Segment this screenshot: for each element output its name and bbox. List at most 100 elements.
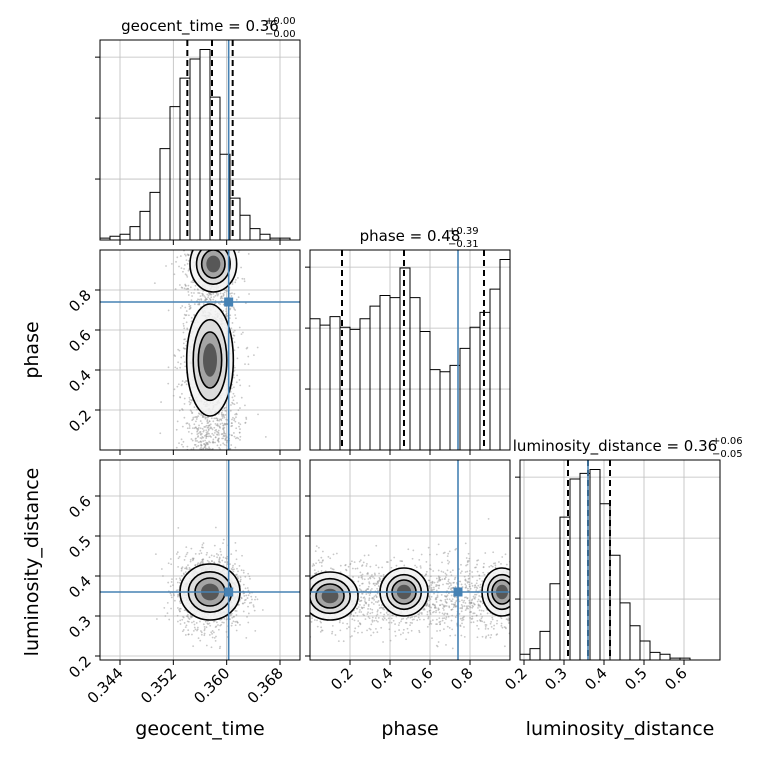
sample-point	[207, 442, 209, 444]
sample-point	[185, 288, 188, 291]
sample-point	[209, 624, 212, 627]
sample-point	[210, 417, 213, 420]
sample-point	[198, 424, 200, 427]
sample-point	[429, 609, 432, 612]
sample-point	[202, 430, 205, 433]
sample-point	[207, 426, 210, 429]
sample-point	[428, 604, 431, 607]
sample-point	[212, 438, 215, 441]
sample-point	[496, 619, 499, 622]
sample-point	[469, 616, 471, 619]
sample-point	[239, 578, 242, 581]
tick-label-y: 0.8	[65, 286, 95, 316]
sample-point	[360, 611, 363, 613]
sample-point	[212, 298, 215, 301]
sample-point	[454, 585, 457, 588]
sample-point	[221, 422, 224, 425]
sample-point	[234, 624, 237, 627]
sample-point	[435, 607, 437, 609]
sample-point	[179, 610, 181, 613]
sample-point	[370, 601, 373, 604]
sample-point	[184, 253, 186, 256]
sample-point	[208, 446, 210, 449]
sample-point	[332, 553, 335, 556]
sample-point	[222, 429, 225, 432]
sample-point	[411, 622, 413, 624]
sample-point	[193, 303, 196, 306]
sample-point	[366, 563, 368, 565]
sample-point	[179, 579, 182, 582]
sample-point	[360, 576, 363, 579]
sample-point	[464, 542, 467, 545]
sample-point	[429, 564, 432, 567]
hist-bar	[229, 197, 241, 240]
sample-point	[450, 600, 452, 602]
sample-point	[339, 564, 342, 567]
sample-point	[207, 443, 209, 446]
tick-label-y: 0.3	[65, 612, 95, 642]
sample-point	[209, 423, 212, 426]
sample-point	[160, 568, 163, 570]
sample-point	[196, 408, 198, 411]
density-layer	[154, 526, 264, 650]
sample-point	[248, 602, 251, 604]
sample-point	[236, 374, 239, 377]
density-layer	[310, 517, 510, 650]
sample-point	[237, 422, 240, 424]
sample-point	[235, 610, 238, 612]
sample-point	[366, 588, 369, 590]
sample-point	[436, 595, 439, 598]
sample-point	[240, 266, 242, 269]
sample-point	[500, 624, 503, 627]
sample-point	[192, 629, 195, 632]
sample-point	[468, 605, 471, 608]
sample-point	[159, 432, 162, 435]
sample-point	[320, 556, 323, 559]
sample-point	[362, 561, 365, 564]
sample-point	[184, 284, 187, 287]
sample-point	[198, 553, 201, 555]
sample-point	[173, 594, 175, 597]
sample-point	[375, 595, 378, 598]
sample-point	[376, 610, 379, 613]
sample-point	[466, 561, 469, 563]
sample-point	[320, 561, 323, 564]
sample-point	[175, 446, 178, 449]
sample-point	[371, 608, 374, 611]
sample-point	[442, 552, 445, 555]
sample-point	[208, 634, 211, 636]
sample-point	[463, 599, 466, 602]
sample-point	[369, 592, 372, 595]
hist-bar	[489, 288, 501, 450]
sample-point	[476, 570, 479, 573]
sample-point	[467, 552, 470, 555]
sample-point	[442, 605, 445, 608]
sample-point	[197, 441, 200, 444]
sample-point	[240, 569, 243, 572]
sample-point	[461, 619, 463, 622]
sample-point	[231, 566, 234, 569]
sample-point	[429, 613, 432, 615]
sample-point	[455, 600, 458, 603]
sample-point	[507, 619, 510, 622]
sample-point	[198, 431, 201, 434]
sample-point	[182, 629, 185, 631]
sample-point	[435, 577, 438, 580]
sample-point	[486, 612, 489, 615]
panel-geocent-time-hist	[95, 39, 301, 245]
sample-point	[180, 356, 183, 359]
sample-point	[218, 647, 221, 650]
hist-bar	[279, 237, 291, 240]
tick-label-x: 0.352	[137, 664, 180, 707]
sample-point	[428, 579, 431, 582]
sample-point	[461, 599, 463, 602]
sample-point	[178, 555, 181, 558]
sample-point	[425, 560, 428, 563]
sample-point	[196, 440, 198, 442]
sample-point	[207, 435, 210, 438]
sample-point	[225, 409, 228, 412]
sample-point	[231, 396, 234, 399]
sample-point	[191, 281, 194, 284]
sample-point	[466, 570, 469, 573]
sample-point	[349, 615, 352, 617]
